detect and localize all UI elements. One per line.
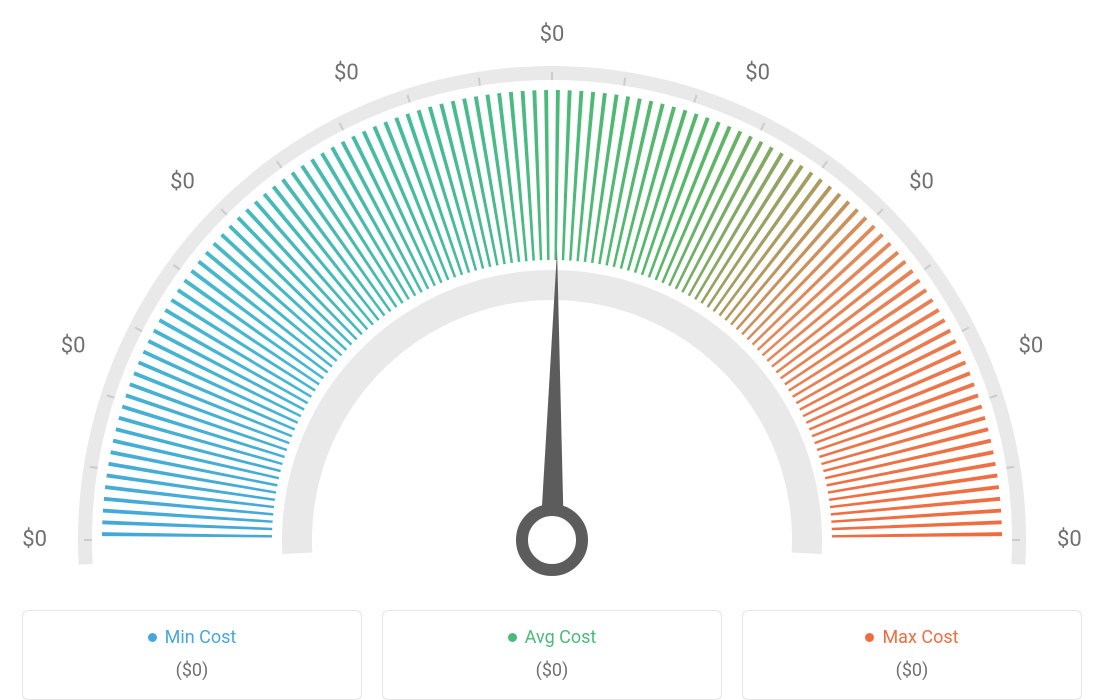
legend-dot xyxy=(148,633,157,642)
gauge-tick-label: $0 xyxy=(61,334,86,359)
gauge-tick-label: $0 xyxy=(540,22,565,47)
legend-label: Min Cost xyxy=(165,627,237,648)
gauge-tick-label: $0 xyxy=(909,170,934,195)
legend-label-row: Max Cost xyxy=(755,627,1069,648)
legend-card: Max Cost ($0) xyxy=(742,610,1082,700)
gauge-tick-label: $0 xyxy=(22,527,47,552)
gauge-tick-label: $0 xyxy=(745,60,770,85)
gauge-tick-label: $0 xyxy=(170,170,195,195)
gauge-needle-hub xyxy=(522,510,582,570)
legend-value: ($0) xyxy=(35,660,349,681)
gauge-tick-label: $0 xyxy=(1057,527,1082,552)
legend-dot xyxy=(508,633,517,642)
cost-gauge-chart: $0 $0 $0 $0 $0 $0 $0 $0 $0 Min Cost ($0) Avg Cost (… xyxy=(20,20,1084,700)
gauge-tick-label: $0 xyxy=(334,60,359,85)
legend-label: Avg Cost xyxy=(525,627,597,648)
legend-value: ($0) xyxy=(395,660,709,681)
legend-label-row: Min Cost xyxy=(35,627,349,648)
gauge-svg: $0 $0 $0 $0 $0 $0 $0 $0 $0 xyxy=(20,20,1084,580)
legend-label: Max Cost xyxy=(882,627,958,648)
legend-label-row: Avg Cost xyxy=(395,627,709,648)
legend-row: Min Cost ($0) Avg Cost ($0) Max Cost ($0) xyxy=(20,610,1084,700)
legend-card: Min Cost ($0) xyxy=(22,610,362,700)
legend-dot xyxy=(865,633,874,642)
legend-card: Avg Cost ($0) xyxy=(382,610,722,700)
legend-value: ($0) xyxy=(755,660,1069,681)
gauge-tick-label: $0 xyxy=(1019,334,1044,359)
